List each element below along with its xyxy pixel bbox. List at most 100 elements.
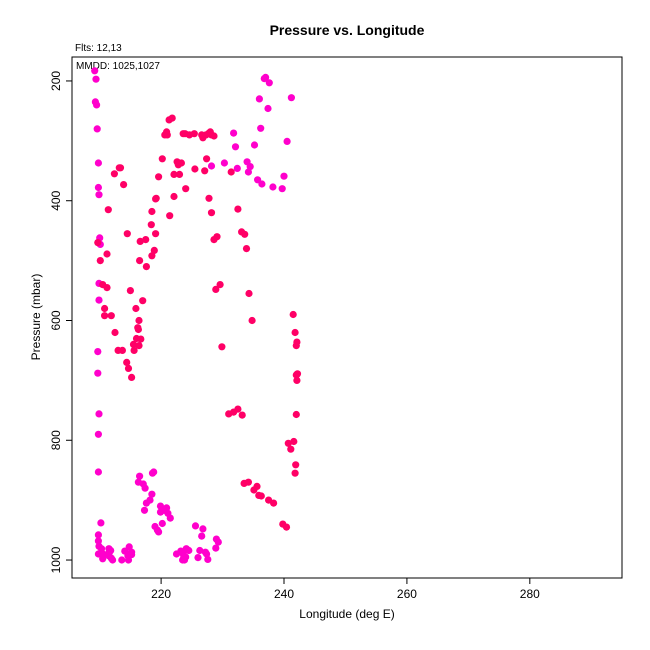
data-point [255,95,263,103]
data-point [111,328,119,337]
data-point [278,185,286,193]
data-point [97,519,105,527]
data-point [231,143,240,151]
data-point [292,461,300,469]
data-point [94,430,102,438]
data-point [128,373,136,381]
data-point [105,545,113,553]
data-point [120,181,128,189]
data-point [198,532,206,540]
data-point [99,281,107,289]
data-point [94,239,102,247]
data-point [199,134,207,142]
data-point [205,194,213,202]
data-point [212,285,220,293]
data-point [118,556,126,564]
data-point [104,206,112,214]
y-axis-label: Pressure (mbar) [29,274,43,361]
data-point [148,252,156,260]
x-tick-label: 280 [520,587,540,601]
data-point [140,506,149,514]
data-point [265,79,273,87]
y-tick-label: 400 [49,190,63,210]
y-tick-label: 1000 [49,546,63,573]
data-point [207,162,216,170]
plot-area-frame [71,56,623,579]
data-point [95,410,103,418]
data-point [177,547,185,555]
data-point [94,183,102,192]
data-point [234,205,242,213]
data-point [257,124,265,132]
data-point [93,101,101,109]
data-point [170,192,178,201]
data-point [175,170,184,178]
data-point [244,478,252,486]
data-point [124,364,133,372]
data-point [123,358,131,366]
data-point [114,346,122,354]
data-point [257,492,265,500]
data-point [214,538,222,546]
y-tick-label: 600 [49,310,63,330]
data-point [182,545,190,553]
data-point [148,207,156,216]
data-point [129,340,138,348]
data-point [155,528,163,536]
data-point [212,544,220,552]
data-point [253,482,261,490]
data-points [91,67,302,564]
data-point [293,370,301,378]
data-point [116,164,125,172]
data-point [152,230,160,238]
annotation-mmdd: MMDD: 1025,1027 [76,61,160,72]
data-point [163,128,171,136]
data-point [287,94,295,102]
data-point [134,478,142,486]
data-point [284,439,292,447]
data-point [101,312,109,320]
data-point [93,125,101,133]
data-point [139,297,147,305]
data-point [158,519,166,528]
data-point [246,163,254,171]
data-point [134,325,142,334]
data-point [136,257,144,265]
data-point [213,233,221,241]
data-point [283,137,291,145]
data-point [94,537,102,545]
data-point [262,73,270,81]
data-point [103,250,111,258]
data-point [182,185,190,193]
x-axis: 220 240 260 280 [151,578,540,601]
data-point [293,376,301,384]
data-point [125,543,133,551]
data-point [136,237,144,245]
data-point [126,287,134,295]
data-point [233,164,241,172]
data-point [96,257,104,265]
data-point [166,212,174,220]
data-point [258,180,266,188]
data-point [152,194,160,202]
data-point [174,161,182,169]
data-point [163,504,171,512]
data-point [238,228,246,236]
data-point [250,141,259,149]
data-point [132,334,141,343]
data-point [287,445,295,453]
data-point [142,263,150,271]
data-point [168,114,176,122]
data-point [91,67,99,75]
data-point [207,209,216,217]
data-point [292,410,300,419]
y-tick-label: 200 [49,71,63,91]
data-point [220,159,228,167]
data-point [218,343,226,351]
data-point [264,104,272,113]
data-point [245,289,253,298]
data-point [156,508,165,516]
data-point [92,75,100,83]
x-tick-label: 260 [397,587,417,601]
